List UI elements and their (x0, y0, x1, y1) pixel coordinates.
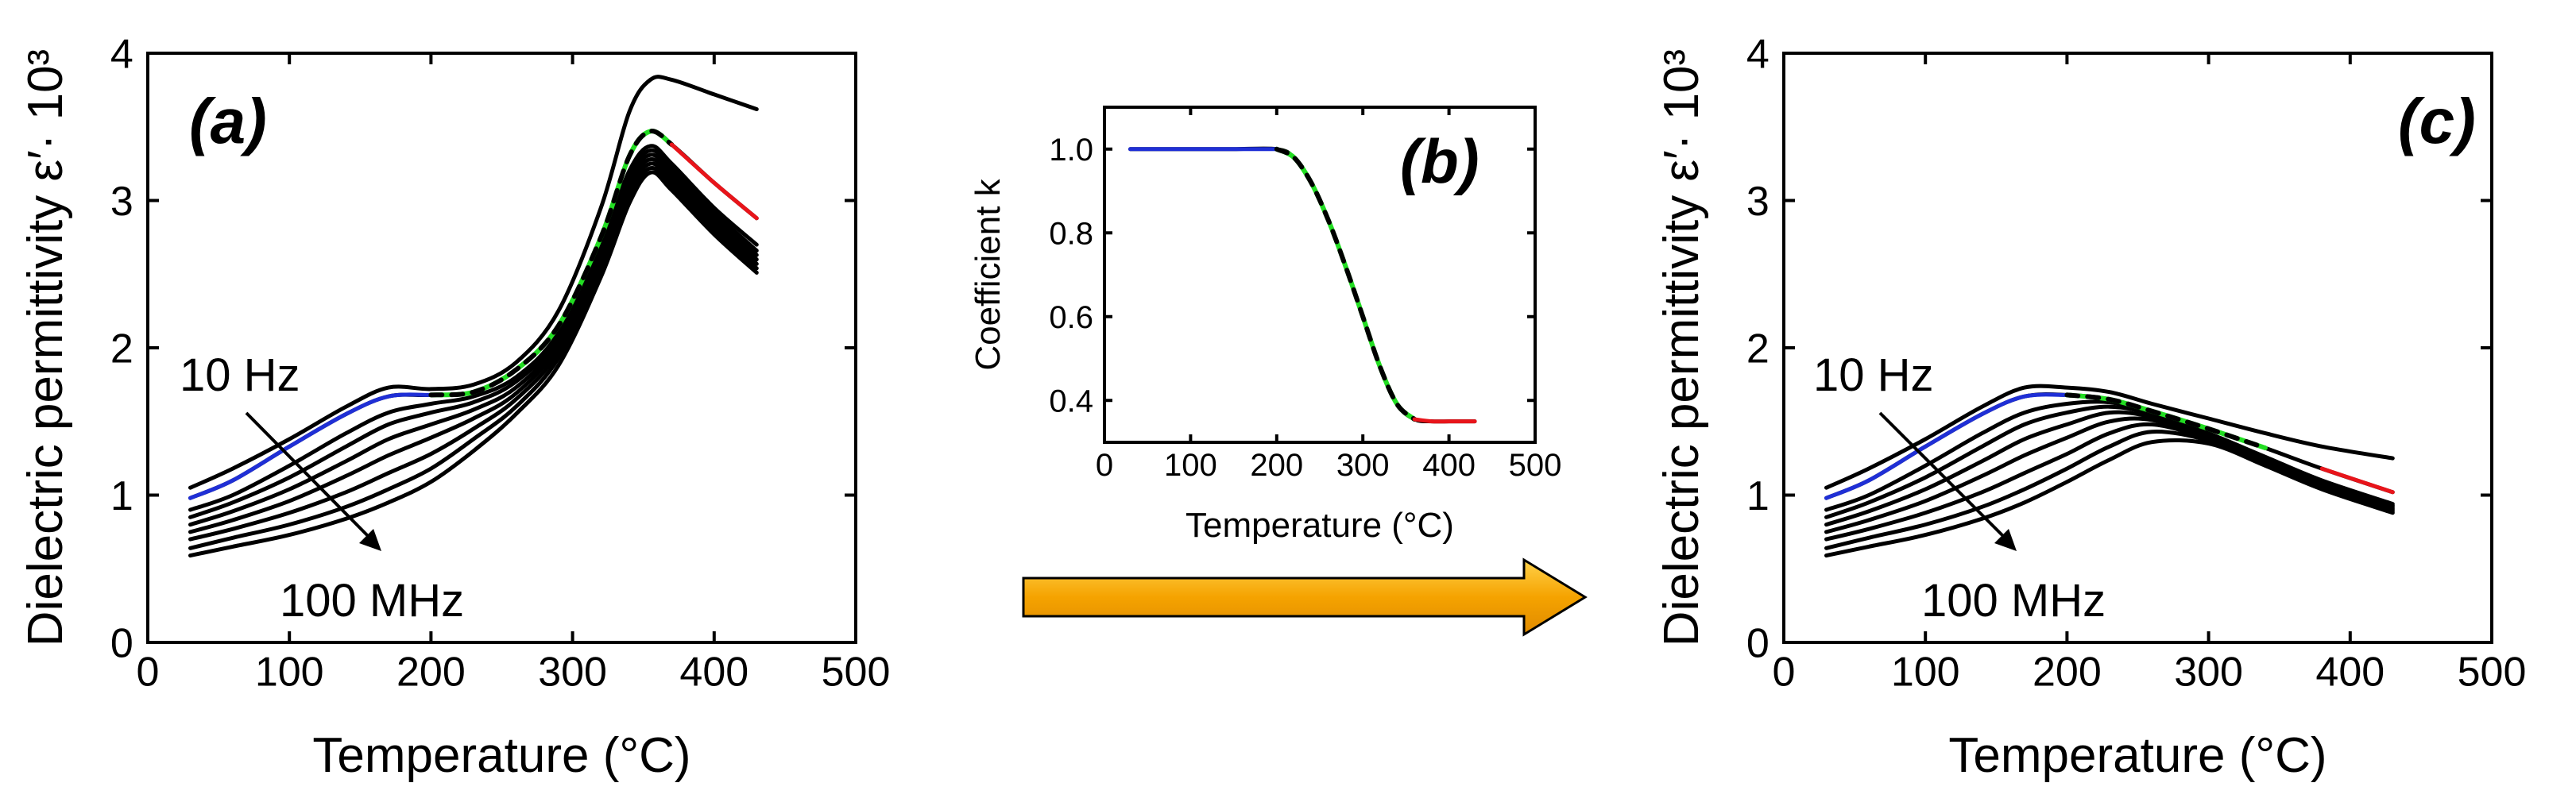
series-line-f6 (188, 157, 759, 534)
series-line-f3 (188, 144, 759, 512)
y-axis-title: Dielectric permittivity ε′· 10³ (1654, 49, 1709, 646)
series-highlight-dash (428, 129, 675, 398)
series-line-f9 (1824, 438, 2395, 558)
series-highlight-dash (2064, 392, 2268, 451)
panel-label-b: (b) (1400, 126, 1479, 196)
panel-a: 0 100 200 300 400 500 0 1 2 3 4 Temperature (°C) Die… (18, 32, 890, 783)
y-tick-label: 1 (1746, 473, 1770, 519)
x-tick-label: 300 (538, 650, 607, 696)
series-highlight-high (669, 142, 759, 221)
x-tick-label: 500 (2458, 650, 2527, 696)
y-tick-label: 4 (1746, 32, 1770, 78)
y-axis-title: Dielectric permittivity ε′· 10³ (18, 49, 73, 646)
freq-arrow-a (245, 411, 375, 543)
annotation-10hz-c: 10 Hz (1813, 349, 1934, 401)
y-tick-label: 1 (110, 473, 133, 519)
series-line-f7 (188, 161, 759, 542)
x-axis-title: Temperature (°C) (1186, 506, 1454, 545)
y-tick-label: 0 (110, 621, 133, 667)
x-tick-label: 100 (1891, 650, 1960, 696)
plot-frame (1103, 106, 1537, 444)
series-line-f5 (188, 152, 759, 527)
series-highlight-high (1412, 417, 1477, 424)
x-tick-label: 400 (2315, 650, 2385, 696)
x-tick-label: 300 (2174, 650, 2243, 696)
annotation-10hz-a: 10 Hz (180, 349, 300, 401)
freq-arrowhead-a-icon (359, 529, 381, 551)
y-tick-label: 4 (110, 32, 133, 78)
panel-label-c: (c) (2398, 86, 2476, 156)
series-line-f1 (188, 75, 759, 490)
annotation-100mhz-a: 100 MHz (280, 575, 464, 627)
annotation-100mhz-c: 100 MHz (1921, 575, 2106, 627)
series-highlight-high (2319, 466, 2395, 495)
x-tick-label: 500 (1509, 448, 1562, 483)
y-tick-label: 2 (1746, 326, 1770, 372)
panel-c: 0 100 200 300 400 500 0 1 2 3 4 Temperature (°C) Die… (1654, 32, 2526, 783)
series-highlight-low (1824, 392, 2069, 500)
x-tick-label: 0 (137, 650, 160, 696)
x-tick-label: 200 (1250, 448, 1303, 483)
x-tick-label: 100 (255, 650, 324, 696)
y-tick-label: 3 (110, 179, 133, 225)
x-tick-label: 100 (1164, 448, 1217, 483)
transform-arrow-icon (1022, 557, 1588, 637)
series-line-f8 (1824, 430, 2395, 550)
x-tick-label: 200 (396, 650, 466, 696)
x-tick-label: 0 (1773, 650, 1796, 696)
y-tick-label: 0.4 (1049, 384, 1093, 419)
series-line-f9 (188, 170, 759, 558)
y-tick-label: 0 (1746, 621, 1770, 667)
series-line-f4 (188, 148, 759, 519)
x-axis-title: Temperature (°C) (1948, 728, 2327, 783)
x-tick-label: 400 (1422, 448, 1476, 483)
y-axis-title: Coefficient k (969, 178, 1008, 370)
series-highlight-mid (1274, 146, 1418, 422)
series-line-f1 (1824, 384, 2395, 490)
x-tick-label: 0 (1096, 448, 1113, 483)
freq-arrow-c (1878, 411, 2010, 543)
y-tick-label: 2 (110, 326, 133, 372)
panel-label-a: (a) (189, 86, 267, 156)
x-tick-label: 200 (2033, 650, 2102, 696)
series-highlight-low (188, 392, 433, 500)
x-tick-label: 400 (679, 650, 748, 696)
x-tick-label: 500 (822, 650, 891, 696)
series-line-f8 (188, 165, 759, 550)
x-tick-label: 300 (1336, 448, 1390, 483)
series-highlight-dash (1274, 146, 1418, 422)
panel-b: 0 100 200 300 400 500 0.4 0.6 0.8 1.0 Temperature … (969, 106, 1562, 545)
plot-frame (1782, 52, 2493, 644)
y-tick-label: 1.0 (1049, 133, 1093, 168)
y-tick-label: 3 (1746, 179, 1770, 225)
y-tick-label: 0.8 (1049, 217, 1093, 252)
y-tick-label: 0.6 (1049, 300, 1093, 335)
freq-arrowhead-c-icon (1994, 529, 2017, 551)
x-axis-title: Temperature (°C) (312, 728, 690, 783)
